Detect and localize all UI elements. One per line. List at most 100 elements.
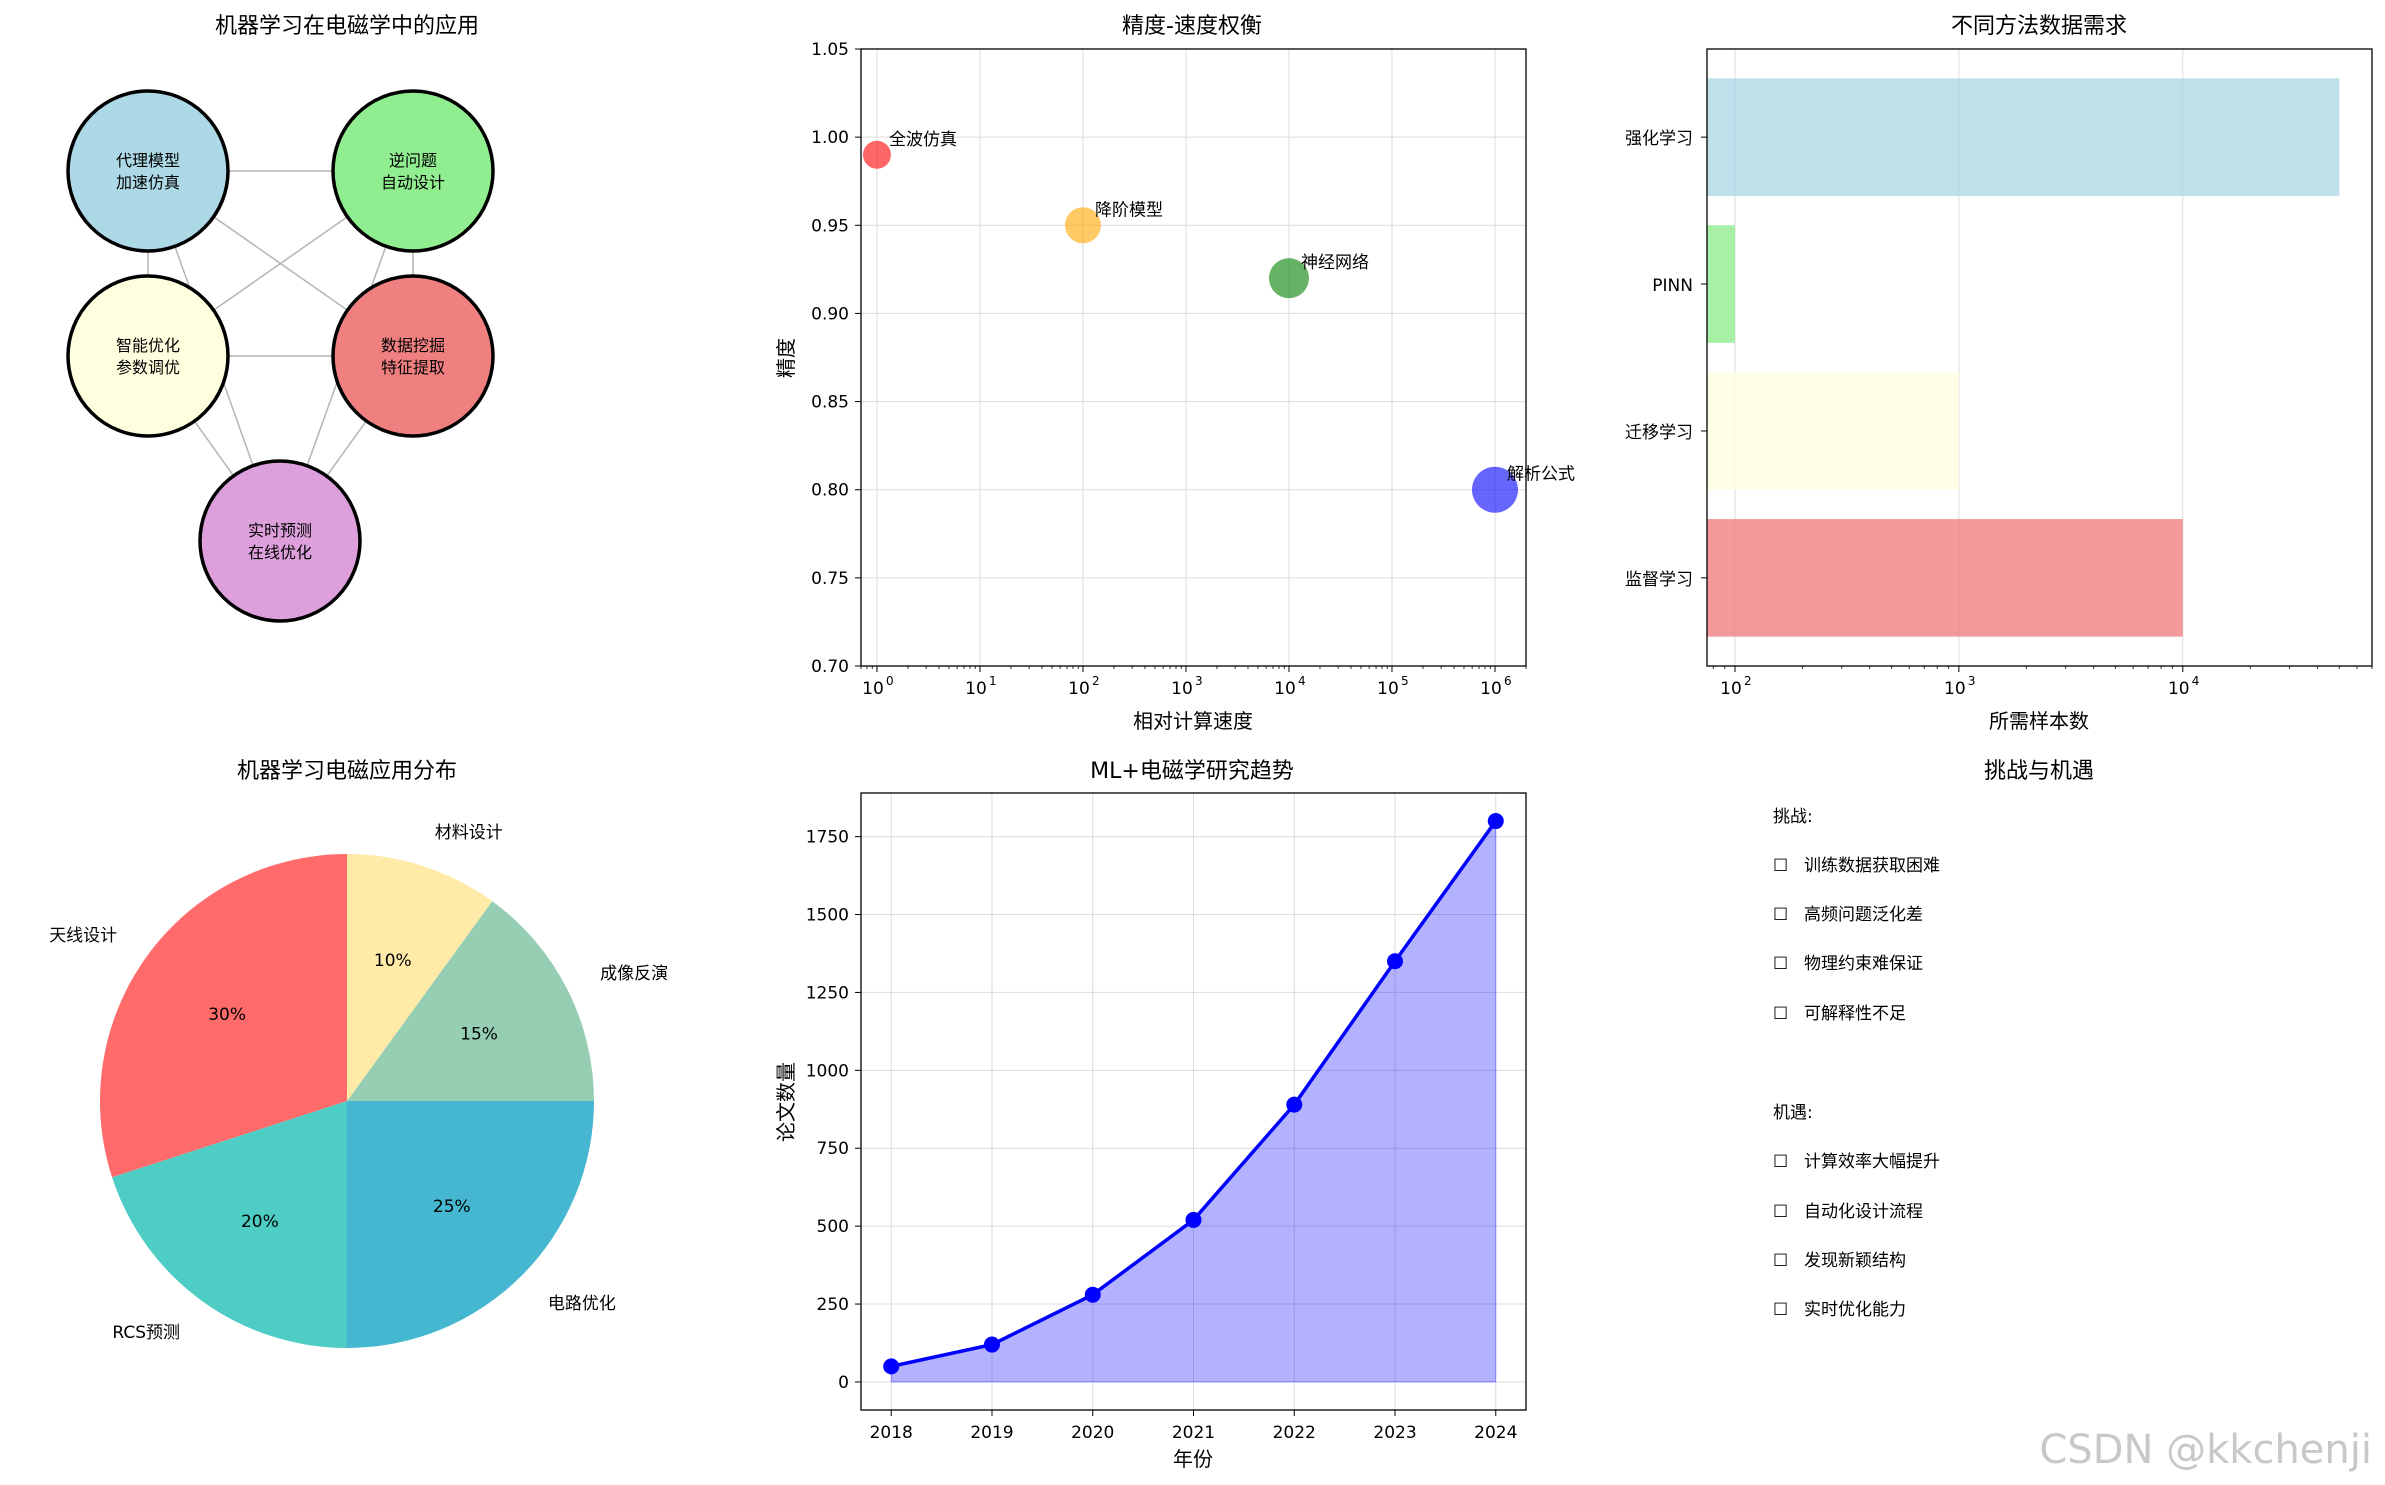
y-tick-label: 0.80 (811, 481, 849, 501)
challenge-header: 挑战: (1773, 807, 1813, 827)
tradeoff-ylabel: 精度 (774, 338, 798, 378)
pie-title: 机器学习电磁应用分布 (237, 759, 457, 784)
tick-exponent: 6 (1504, 674, 1512, 688)
trend-ylabel: 论文数量 (774, 1062, 798, 1142)
trend-xlabel: 年份 (1173, 1447, 1213, 1471)
trend-point (1185, 1211, 1202, 1228)
scatter-point (1064, 207, 1101, 244)
node-label-line1: 逆问题 (389, 151, 437, 170)
tick-exponent: 2 (1092, 674, 1100, 688)
x-tick-label: 2023 (1373, 1423, 1416, 1443)
node-circle (331, 274, 495, 438)
pie-slice (347, 901, 594, 1101)
scatter-point (1268, 258, 1309, 299)
tradeoff-title: 精度-速度权衡 (1122, 14, 1262, 39)
y-tick-label: 0 (838, 1373, 849, 1393)
y-tick-label: 0.85 (811, 393, 849, 413)
y-tick-label: 500 (817, 1217, 849, 1237)
bar (1707, 78, 2340, 196)
node-label-line2: 参数调优 (116, 358, 180, 377)
checkbox-icon: ☐ (1773, 1004, 1788, 1024)
pie-category-label: 材料设计 (435, 823, 503, 843)
y-tick-label: 1.05 (811, 40, 849, 60)
tick-base: 10 (965, 679, 987, 699)
pie-pct-label: 10% (374, 951, 412, 971)
checkbox-icon: ☐ (1773, 954, 1788, 974)
x-tick-label: 10 0 (862, 674, 893, 699)
node-circle (66, 274, 230, 438)
opportunity-item-text: 发现新颖结构 (1804, 1251, 1906, 1271)
checkbox-icon: ☐ (1773, 1251, 1788, 1271)
tick-exponent: 3 (1195, 674, 1203, 688)
trend-point (1487, 813, 1504, 830)
hbar-axes-frame (1706, 48, 2373, 667)
checkbox-icon: ☐ (1773, 905, 1788, 925)
node-label-line1: 智能优化 (116, 336, 180, 355)
y-tick-label: 1250 (806, 983, 849, 1003)
opportunity-item-text: 计算效率大幅提升 (1804, 1152, 1940, 1172)
tradeoff-axes-frame (860, 48, 1527, 667)
opportunity-item: ☐ 实时优化能力 (1773, 1300, 1906, 1320)
node-label-line2: 加速仿真 (116, 173, 180, 192)
tick-base: 10 (1377, 679, 1399, 699)
tick-base: 10 (1480, 679, 1502, 699)
bar (1707, 225, 1735, 343)
y-tick-label: 1000 (806, 1061, 849, 1081)
challenge-item: ☐ 物理约束难保证 (1773, 954, 1923, 974)
network-node-realtime: 实时预测 在线优化 (198, 459, 362, 623)
challenge-item-text: 可解释性不足 (1804, 1004, 1906, 1024)
tick-base: 10 (2168, 679, 2190, 699)
pie-slices (100, 854, 594, 1348)
node-circle (331, 89, 495, 253)
node-label-line1: 实时预测 (248, 521, 312, 540)
challenges-title: 挑战与机遇 (1984, 759, 2094, 784)
tradeoff-grid (861, 48, 1526, 667)
trend-grid (861, 793, 1526, 1410)
tick-base: 10 (1068, 679, 1090, 699)
pie-slice (347, 1101, 594, 1348)
trend-axes-frame (860, 792, 1527, 1411)
y-tick-label: 0.70 (811, 657, 849, 677)
y-tick-label: 监督学习 (1625, 570, 1693, 590)
tradeoff-xlabel: 相对计算速度 (1133, 709, 1253, 733)
tick-exponent: 3 (1968, 674, 1976, 688)
pie-slice (100, 854, 348, 1178)
tick-exponent: 1 (989, 674, 997, 688)
y-tick-label: 0.75 (811, 569, 849, 589)
node-label-line1: 代理模型 (116, 151, 180, 170)
node-circle (66, 89, 230, 253)
data-need-xlabel: 所需样本数 (1989, 709, 2089, 733)
network-node-surrogate: 代理模型 加速仿真 (66, 89, 230, 253)
trend-point (983, 1336, 1000, 1353)
x-tick-label: 10 4 (1274, 674, 1305, 699)
pie-category-label: 成像反演 (600, 964, 668, 984)
x-tick-label: 10 2 (1720, 674, 1751, 699)
node-label-line2: 在线优化 (248, 543, 312, 562)
node-label-line2: 特征提取 (381, 358, 445, 377)
scatter-point (1471, 466, 1518, 513)
challenge-item: ☐ 高频问题泛化差 (1773, 905, 1923, 925)
trend-point (1084, 1286, 1101, 1303)
checkbox-icon: ☐ (1773, 1152, 1788, 1172)
challenge-item-text: 训练数据获取困难 (1804, 856, 1940, 876)
y-tick-label: 1500 (806, 906, 849, 926)
network-node-optimize: 智能优化 参数调优 (66, 274, 230, 438)
node-label-line2: 自动设计 (381, 173, 445, 192)
bar (1707, 519, 2183, 637)
tick-base: 10 (1720, 679, 1742, 699)
tick-exponent: 4 (1298, 674, 1306, 688)
network-node-mining: 数据挖掘 特征提取 (331, 274, 495, 438)
opportunity-item: ☐ 计算效率大幅提升 (1773, 1152, 1940, 1172)
y-tick-label: 0.90 (811, 304, 849, 324)
y-tick-label: 迁移学习 (1625, 423, 1693, 443)
pie-category-label: 电路优化 (548, 1294, 616, 1314)
network-node-inverse: 逆问题 自动设计 (331, 89, 495, 253)
checkbox-icon: ☐ (1773, 1202, 1788, 1222)
pie-pct-label: 25% (433, 1197, 471, 1217)
x-tick-label: 10 3 (1171, 674, 1202, 699)
